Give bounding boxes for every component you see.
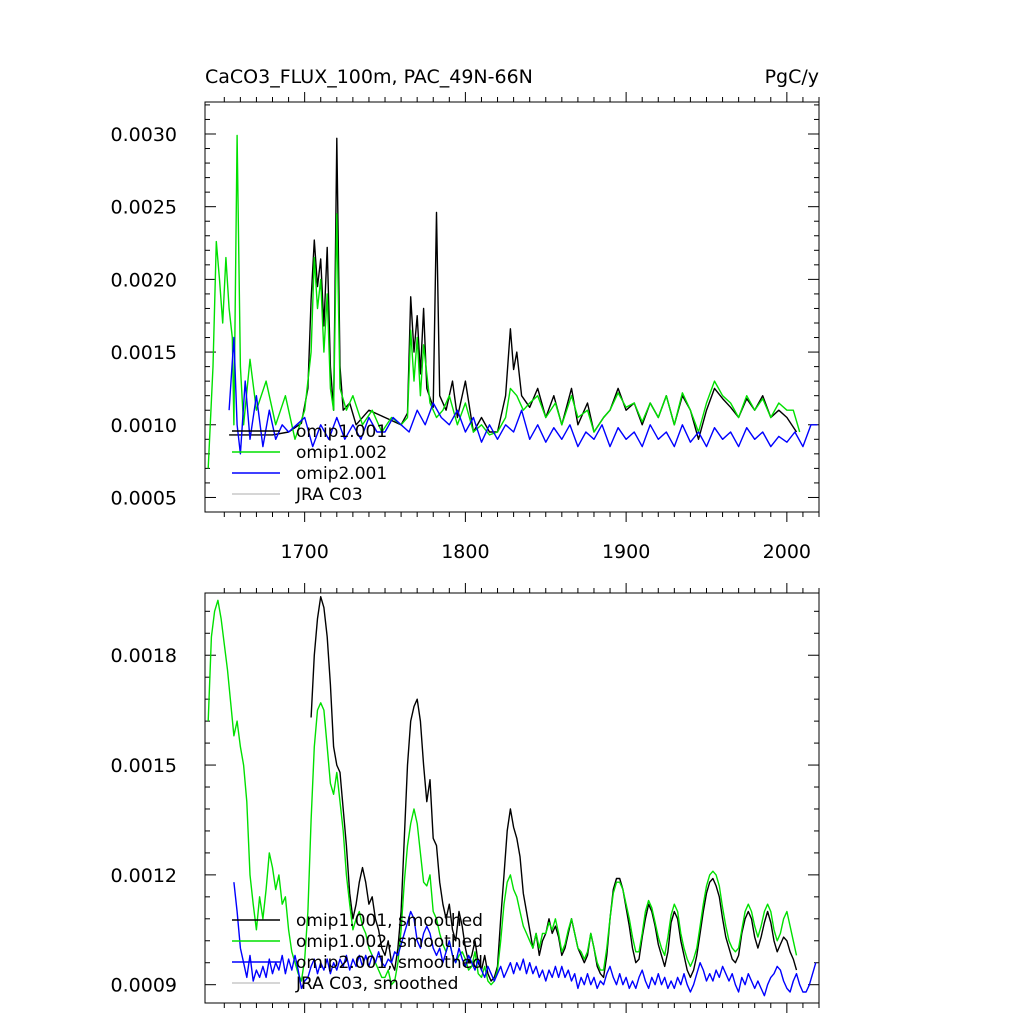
series-line-omip2-001 (228, 336, 818, 455)
legend-label: omip2.001 (296, 464, 387, 484)
legend-label: JRA C03, smoothed (295, 974, 458, 994)
plot-frame (204, 592, 820, 1004)
legend-label: omip2.001, smoothed (296, 953, 483, 973)
y-tick-label: 0.0020 (111, 269, 177, 291)
chart-units: PgC/y (765, 66, 819, 88)
y-tick-label: 0.0010 (111, 415, 177, 437)
series-line-omip2-001-smoothed (233, 882, 817, 997)
legend-label: omip1.001 (296, 422, 387, 442)
legend-label: omip1.001, smoothed (296, 911, 483, 931)
x-tick-label: 1700 (280, 541, 328, 563)
top-panel: 1700 1800 1900 2000 0.0005 0.0010 0.0015 0.0020… (111, 92, 820, 563)
legend-label: omip1.002 (296, 443, 387, 463)
plot-frame (204, 101, 820, 513)
y-tick-label: 0.0012 (111, 865, 177, 887)
series-lines (207, 596, 817, 997)
y-tick-label: 0.0030 (111, 124, 177, 146)
y-tick-label: 0.0015 (111, 342, 177, 364)
series-line-omip1-002-smoothed (207, 599, 798, 986)
y-tick-label: 0.0015 (111, 755, 177, 777)
bottom-panel: 0.0009 0.0012 0.0015 0.0018 omip1.001, smoot… (111, 583, 820, 1013)
y-tick-label: 0.0009 (111, 975, 177, 997)
x-tick-label: 2000 (763, 541, 811, 563)
chart-title: CaCO3_FLUX_100m, PAC_49N-66N (205, 66, 533, 88)
y-tick-label: 0.0005 (111, 487, 177, 509)
series-line-omip1-001-smoothed (310, 596, 798, 982)
y-tick-label: 0.0018 (111, 645, 177, 667)
y-tick-label: 0.0025 (111, 197, 177, 219)
series-line-omip1-001 (229, 137, 798, 440)
x-tick-label: 1900 (602, 541, 650, 563)
series-line-omip1-002 (207, 134, 801, 469)
x-tick-label: 1800 (441, 541, 489, 563)
series-lines (207, 134, 818, 469)
legend-label: omip1.002, smoothed (296, 932, 483, 952)
legend-label: JRA C03 (295, 485, 363, 505)
